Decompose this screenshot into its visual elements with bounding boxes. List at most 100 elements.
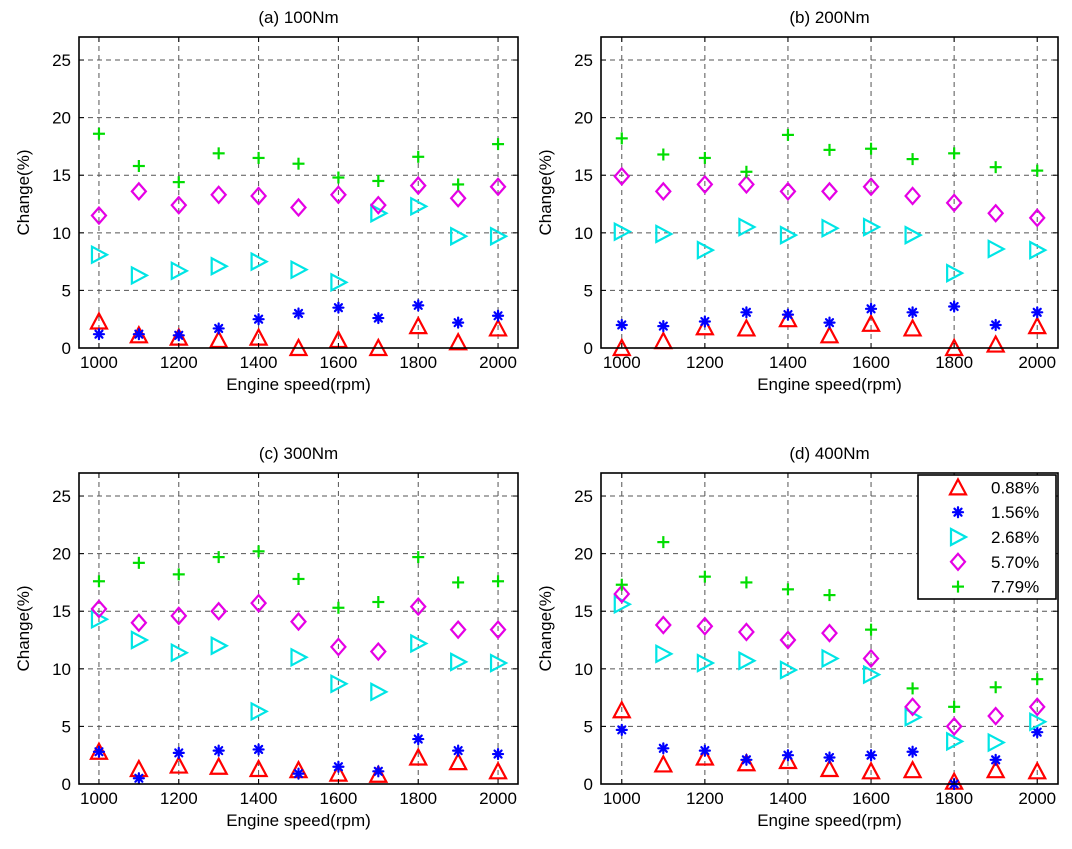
triangle-right-marker [130, 630, 150, 650]
y-axis-label: Change(%) [14, 586, 33, 672]
triangle-right-marker [250, 701, 269, 722]
x-tick-label: 2000 [1018, 353, 1056, 372]
triangle-right-marker [410, 196, 429, 217]
triangle-right-marker [130, 265, 150, 286]
x-tick-label: 1000 [80, 353, 118, 372]
legend-entry: 0.88% [948, 477, 1039, 497]
x-tick-label: 1600 [319, 789, 357, 808]
star-stroke [94, 329, 104, 339]
star-marker [740, 306, 753, 319]
plus-marker [172, 176, 185, 189]
triangle-right-marker [489, 226, 509, 247]
plus-marker [92, 575, 105, 588]
triangle-marker [736, 318, 757, 337]
star-stroke [783, 750, 793, 760]
triangle-right-marker [946, 731, 965, 752]
diamond-marker [409, 596, 427, 617]
star-marker [823, 316, 836, 329]
diamond-marker [862, 648, 880, 669]
star-stroke [991, 755, 1001, 765]
y-tick-label: 10 [574, 660, 593, 679]
star-stroke [333, 762, 344, 772]
star-marker [781, 308, 795, 321]
diamond-marker [449, 619, 467, 640]
star-stroke [1032, 727, 1042, 737]
star-marker [1031, 726, 1044, 739]
diamond-marker [329, 185, 347, 205]
y-tick-label: 5 [584, 717, 593, 736]
plus-marker [452, 576, 465, 589]
star-marker [412, 299, 425, 312]
y-tick-label: 25 [52, 51, 71, 70]
plus-marker [372, 596, 385, 609]
diamond-marker [821, 623, 838, 643]
star-stroke [373, 313, 383, 323]
star-stroke [333, 303, 344, 313]
x-tick-label: 1400 [240, 353, 278, 372]
legend-label: 0.88% [991, 478, 1039, 497]
diamond-marker [945, 716, 963, 737]
x-tick-label: 1200 [686, 353, 724, 372]
star-marker [252, 743, 265, 756]
plus-marker [989, 161, 1002, 174]
diamond-marker [489, 177, 507, 197]
chart-title: (c) 300Nm [259, 444, 338, 463]
plus-marker [1031, 673, 1044, 686]
diamond-marker [904, 186, 922, 206]
series-7.79% [615, 128, 1044, 178]
series-2.68% [90, 609, 509, 722]
diamond-marker [1028, 697, 1046, 717]
legend-label: 5.70% [991, 553, 1039, 572]
triangle-right-marker [655, 224, 674, 244]
diamond-marker [250, 593, 268, 613]
legend-label: 2.68% [991, 528, 1039, 547]
triangle-marker [985, 759, 1006, 779]
diamond-marker [369, 195, 387, 215]
x-tick-label: 1000 [603, 789, 641, 808]
axes-frame [600, 36, 1059, 349]
triangle-right-marker [987, 239, 1007, 259]
triangle-right-marker [821, 218, 840, 239]
triangle-right-marker [170, 260, 190, 281]
plus-marker [332, 601, 345, 614]
plus-marker [906, 153, 919, 166]
plus-marker [92, 127, 105, 140]
triangle-right-marker [738, 217, 757, 237]
triangle-right-marker [1029, 711, 1048, 732]
plus-marker [412, 150, 425, 163]
x-tick-label: 1800 [935, 789, 973, 808]
triangle-marker [488, 760, 508, 780]
legend-entry: 5.70% [949, 552, 1039, 572]
plot-area [601, 37, 1058, 348]
series-1.56% [92, 299, 505, 342]
star-stroke [658, 321, 668, 331]
triangle-marker [819, 324, 840, 344]
star-marker [332, 760, 345, 773]
series-1.56% [615, 300, 1044, 333]
star-marker [989, 318, 1002, 332]
star-stroke [991, 320, 1001, 330]
triangle-right-marker [862, 217, 882, 237]
triangle-right-marker [738, 650, 757, 671]
diamond-marker [210, 601, 228, 621]
y-axis-label: Change(%) [14, 150, 33, 236]
series-1.56% [92, 732, 505, 785]
triangle-right-marker [696, 240, 716, 260]
plus-marker [823, 143, 836, 156]
plus-marker [657, 148, 670, 161]
triangle-marker [168, 755, 189, 774]
star-stroke [134, 773, 144, 783]
plus-marker [412, 551, 425, 564]
star-marker [372, 765, 385, 778]
x-tick-label: 1400 [769, 353, 807, 372]
series-5.70% [613, 166, 1046, 228]
plus-marker [292, 157, 305, 170]
x-axis-label: Engine speed(rpm) [757, 811, 902, 830]
star-stroke [134, 329, 144, 339]
diamond-marker [489, 619, 507, 640]
plus-marker [615, 578, 628, 591]
diamond-marker [987, 203, 1005, 223]
star-marker [292, 307, 305, 320]
x-tick-label: 2000 [479, 789, 517, 808]
triangle-right-marker [210, 635, 230, 656]
